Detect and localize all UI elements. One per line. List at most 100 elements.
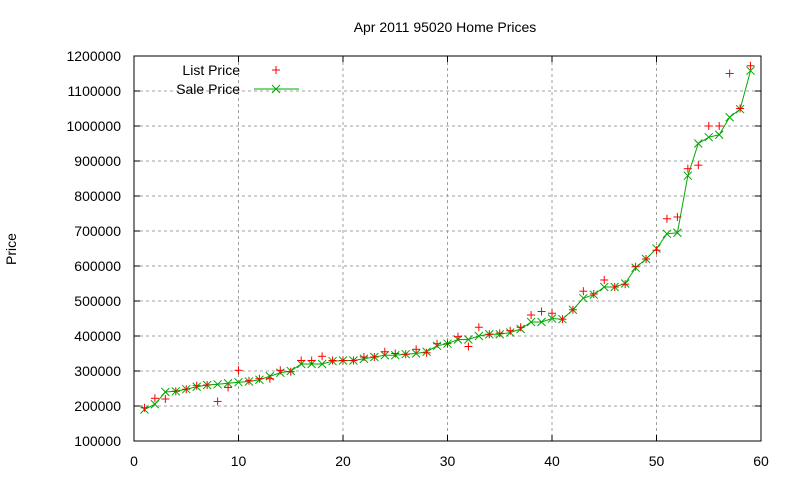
list-point-plus-marker bbox=[485, 330, 494, 339]
y-tick-label: 100000 bbox=[74, 433, 121, 449]
sale-point-x-marker bbox=[599, 282, 609, 292]
list-point-plus-marker bbox=[307, 356, 316, 365]
list-point-plus-marker bbox=[422, 348, 431, 357]
list-point-plus-marker bbox=[234, 366, 243, 375]
list-point-plus-marker bbox=[579, 287, 588, 296]
list-point-plus-marker bbox=[537, 307, 546, 316]
sale-point-x-marker bbox=[213, 379, 222, 389]
list-point-plus-marker bbox=[286, 367, 295, 376]
sale-point-x-marker bbox=[474, 331, 484, 341]
sale-point-x-marker bbox=[683, 171, 693, 181]
list-point-plus-marker bbox=[433, 339, 442, 348]
y-tick-label: 1200000 bbox=[66, 48, 121, 64]
sale-point-x-marker bbox=[704, 132, 714, 142]
list-point-plus-marker bbox=[589, 290, 598, 298]
list-point-plus-marker bbox=[495, 329, 504, 338]
sale-point-x-marker bbox=[317, 359, 327, 369]
sale-point-x-marker bbox=[578, 293, 588, 303]
list-point-plus-marker bbox=[401, 350, 410, 359]
list-point-plus-marker bbox=[224, 383, 233, 392]
legend-label: Sale Price bbox=[176, 81, 240, 97]
list-point-plus-marker bbox=[359, 353, 368, 361]
sale-point-x-marker bbox=[725, 112, 735, 122]
list-point-plus-marker bbox=[380, 347, 389, 356]
sale-point-x-marker bbox=[526, 317, 536, 327]
list-point-plus-marker bbox=[506, 326, 515, 335]
list-point-plus-marker bbox=[370, 353, 379, 361]
list-point-plus-marker bbox=[140, 403, 149, 412]
list-point-plus-marker bbox=[391, 349, 400, 358]
list-point-plus-marker bbox=[652, 246, 661, 255]
tick-labels: 0 10 20 30 40 50 60 100000 200000 300000 400000 500… bbox=[66, 48, 769, 469]
list-point-plus-marker bbox=[161, 395, 170, 403]
list-point-plus-marker bbox=[318, 352, 327, 361]
list-point-plus-marker bbox=[673, 213, 682, 221]
sale-point-x-marker bbox=[160, 387, 170, 397]
legend: List Price Sale Price bbox=[176, 62, 299, 97]
sale-point-x-marker bbox=[537, 317, 546, 327]
x-tick-label: 40 bbox=[544, 453, 560, 469]
y-tick-label: 1000000 bbox=[66, 118, 121, 134]
y-tick-label: 600000 bbox=[74, 258, 121, 274]
sale-point-x-marker bbox=[234, 377, 243, 387]
list-point-plus-marker bbox=[349, 356, 358, 365]
list-point-plus-marker bbox=[265, 374, 274, 383]
sale-point-x-marker bbox=[411, 349, 421, 358]
list-point-plus-marker bbox=[192, 381, 201, 390]
list-point-plus-marker bbox=[339, 356, 347, 365]
list-point-plus-marker bbox=[683, 164, 692, 173]
list-point-plus-marker bbox=[621, 280, 630, 289]
list-point-plus-marker bbox=[704, 122, 713, 130]
list-point-plus-marker bbox=[662, 214, 671, 223]
y-tick-label: 800000 bbox=[74, 188, 121, 204]
list-point-plus-marker bbox=[443, 339, 452, 348]
list-point-plus-marker bbox=[213, 397, 222, 406]
list-price-series bbox=[140, 61, 755, 412]
sale-point-x-marker bbox=[662, 229, 672, 239]
sale-point-x-marker bbox=[547, 314, 557, 323]
chart-title: Apr 2011 95020 Home Prices bbox=[353, 19, 537, 35]
x-tick-label: 10 bbox=[231, 453, 247, 469]
y-tick-label: 500000 bbox=[74, 293, 121, 309]
sale-point-x-marker bbox=[693, 139, 703, 148]
y-tick-label: 700000 bbox=[74, 223, 121, 239]
list-point-plus-marker bbox=[171, 387, 180, 396]
legend-plus-icon bbox=[272, 66, 280, 74]
x-tick-label: 60 bbox=[753, 453, 769, 469]
axes bbox=[133, 55, 762, 442]
list-point-plus-marker bbox=[412, 345, 421, 354]
legend-line-x-icon bbox=[254, 84, 299, 94]
y-tick-label: 900000 bbox=[74, 153, 121, 169]
legend-label: List Price bbox=[182, 62, 240, 78]
list-point-plus-marker bbox=[642, 255, 651, 263]
list-point-plus-marker bbox=[568, 305, 577, 314]
x-tick-label: 30 bbox=[440, 453, 456, 469]
sale-point-x-marker bbox=[714, 130, 724, 140]
list-point-plus-marker bbox=[527, 311, 536, 319]
list-point-plus-marker bbox=[548, 309, 556, 318]
list-point-plus-marker bbox=[610, 283, 619, 291]
sale-point-x-marker bbox=[223, 378, 233, 388]
list-point-plus-marker bbox=[453, 332, 462, 341]
x-tick-label: 50 bbox=[649, 453, 665, 469]
sale-point-x-marker bbox=[746, 66, 755, 76]
list-point-plus-marker bbox=[276, 366, 285, 375]
list-point-plus-marker bbox=[182, 385, 191, 394]
list-point-plus-marker bbox=[297, 356, 306, 365]
list-point-plus-marker bbox=[328, 356, 337, 365]
list-point-plus-marker bbox=[694, 161, 703, 170]
list-point-plus-marker bbox=[725, 69, 734, 78]
list-point-plus-marker bbox=[600, 276, 609, 284]
list-point-plus-marker bbox=[715, 122, 724, 130]
x-tick-label: 0 bbox=[130, 453, 138, 469]
list-point-plus-marker bbox=[736, 104, 745, 113]
sale-point-x-marker bbox=[150, 399, 160, 409]
y-tick-label: 200000 bbox=[74, 398, 121, 414]
list-point-plus-marker bbox=[558, 315, 567, 324]
x-tick-label: 20 bbox=[335, 453, 351, 469]
list-point-plus-marker bbox=[474, 323, 483, 332]
list-point-plus-marker bbox=[464, 342, 473, 351]
list-point-plus-marker bbox=[255, 374, 264, 383]
list-point-plus-marker bbox=[244, 376, 253, 385]
